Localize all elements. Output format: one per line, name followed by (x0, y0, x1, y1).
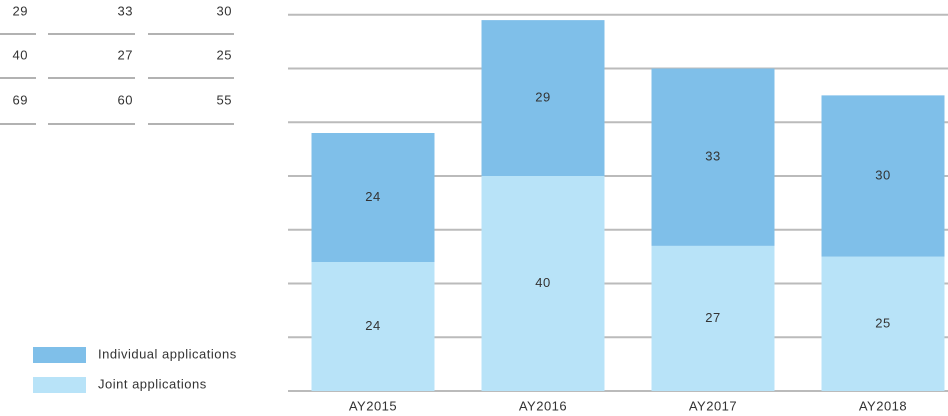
legend-swatch (33, 347, 86, 363)
bar-segment (311, 133, 435, 262)
table-cell: 25 (217, 47, 232, 62)
bar-segment (651, 68, 775, 246)
legend-label: Individual applications (98, 346, 237, 361)
x-tick-label: AY2018 (859, 398, 907, 413)
data-label: 25 (875, 315, 890, 330)
bar-segment (821, 95, 945, 257)
bar-segment (651, 245, 775, 391)
data-label: 40 (535, 275, 550, 290)
table-cell: 69 (13, 92, 28, 107)
table-cell: 27 (118, 47, 133, 62)
data-label: 29 (535, 90, 550, 105)
data-label: 24 (365, 318, 380, 333)
bar-segment (481, 20, 605, 176)
bar-segment (821, 256, 945, 391)
legend-swatch (33, 377, 86, 393)
table-cell: 33 (118, 3, 133, 18)
bar-segment (311, 262, 435, 391)
table-cell: 29 (13, 3, 28, 18)
data-label: 30 (875, 167, 890, 182)
table-cell: 55 (217, 92, 232, 107)
x-tick-label: AY2015 (349, 398, 397, 413)
x-tick-label: AY2016 (519, 398, 567, 413)
legend-label: Joint applications (98, 376, 207, 391)
table-cell: 60 (118, 92, 133, 107)
data-label: 27 (705, 310, 720, 325)
table-cell: 40 (13, 47, 28, 62)
x-tick-label: AY2017 (689, 398, 737, 413)
table-cell: 30 (217, 3, 232, 18)
data-label: 33 (705, 149, 720, 164)
data-label: 24 (365, 189, 380, 204)
bar-segment (481, 176, 605, 391)
